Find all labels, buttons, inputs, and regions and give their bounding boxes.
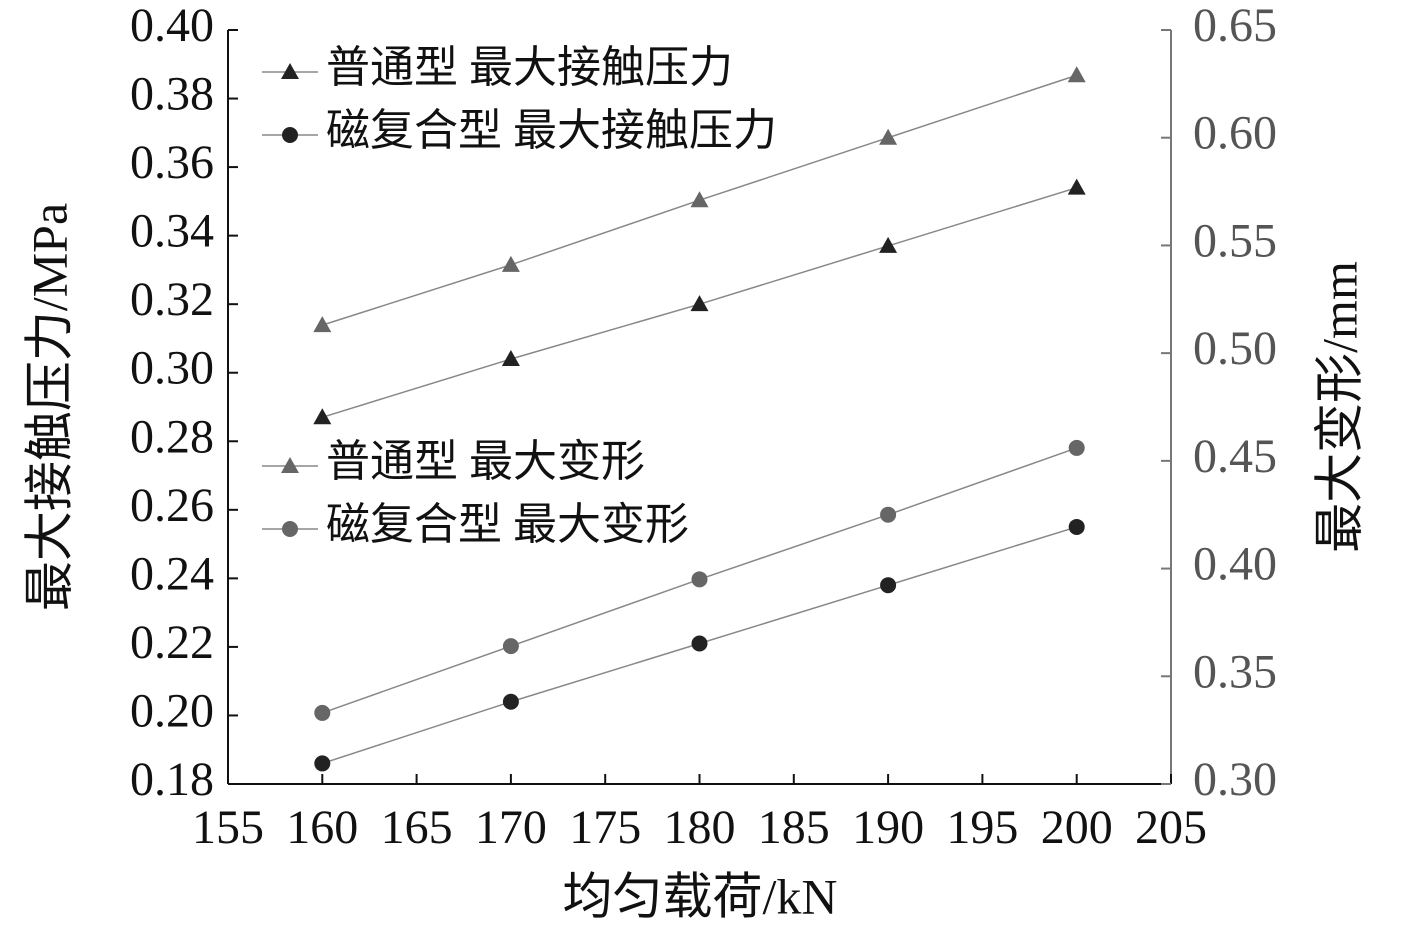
y-tick-label: 0.26 [130, 479, 214, 532]
data-point [501, 350, 520, 367]
data-point [314, 755, 331, 772]
legend-label: 磁复合型 最大接触压力 [326, 106, 777, 155]
legend-marker [282, 521, 298, 537]
x-tick-label: 165 [381, 801, 453, 854]
x-tick-label: 160 [286, 801, 358, 854]
data-point [691, 571, 708, 588]
data-point [879, 236, 898, 253]
x-tick-label: 200 [1041, 801, 1113, 854]
x-tick-label: 180 [664, 801, 736, 854]
y2-tick-label: 0.30 [1193, 753, 1277, 806]
y-tick-label: 0.18 [130, 753, 214, 806]
legend-marker [281, 457, 299, 473]
y2-axis-label: 最大变形/mm [1311, 261, 1367, 553]
x-tick-label: 205 [1135, 801, 1207, 854]
y-tick-label: 0.20 [130, 684, 214, 737]
y-tick-label: 0.30 [130, 342, 214, 395]
data-point [502, 693, 519, 710]
y2-tick-label: 0.60 [1193, 107, 1277, 160]
x-tick-label: 190 [852, 801, 924, 854]
legend-label: 磁复合型 最大变形 [326, 500, 689, 549]
y-tick-label: 0.32 [130, 273, 214, 326]
legend-label: 普通型 最大变形 [326, 437, 645, 486]
x-tick-label: 170 [475, 801, 547, 854]
x-tick-label: 155 [192, 801, 264, 854]
data-point [1067, 66, 1086, 83]
legend-marker [282, 127, 298, 143]
data-point [880, 506, 897, 523]
y2-tick-label: 0.40 [1193, 538, 1277, 591]
y-tick-label: 0.22 [130, 616, 214, 669]
data-point [690, 295, 709, 312]
data-point [1068, 518, 1085, 535]
y-tick-label: 0.40 [130, 0, 214, 52]
data-point [880, 577, 897, 594]
data-point [314, 704, 331, 721]
data-point [501, 255, 520, 272]
x-axis-label: 均匀载荷/kN [563, 868, 838, 924]
data-point [502, 638, 519, 655]
data-point [691, 635, 708, 652]
legend-marker [281, 63, 299, 79]
data-point [879, 128, 898, 145]
x-tick-label: 195 [946, 801, 1018, 854]
y2-tick-label: 0.35 [1193, 645, 1277, 698]
x-tick-label: 175 [569, 801, 641, 854]
data-point [313, 408, 332, 425]
y2-tick-label: 0.65 [1193, 0, 1277, 52]
y-tick-label: 0.38 [130, 68, 214, 121]
y-tick-label: 0.24 [130, 547, 214, 600]
data-point [1068, 439, 1085, 456]
data-point [1067, 178, 1086, 195]
data-point [690, 191, 709, 208]
y2-tick-label: 0.50 [1193, 322, 1277, 375]
data-point [313, 316, 332, 333]
y-tick-label: 0.28 [130, 410, 214, 463]
y2-tick-label: 0.45 [1193, 430, 1277, 483]
legend-label: 普通型 最大接触压力 [326, 43, 733, 92]
y2-tick-label: 0.55 [1193, 214, 1277, 267]
y-tick-label: 0.34 [130, 205, 214, 258]
x-tick-label: 185 [758, 801, 830, 854]
y-axis-label: 最大接触压力/MPa [21, 203, 77, 611]
y-tick-label: 0.36 [130, 136, 214, 189]
